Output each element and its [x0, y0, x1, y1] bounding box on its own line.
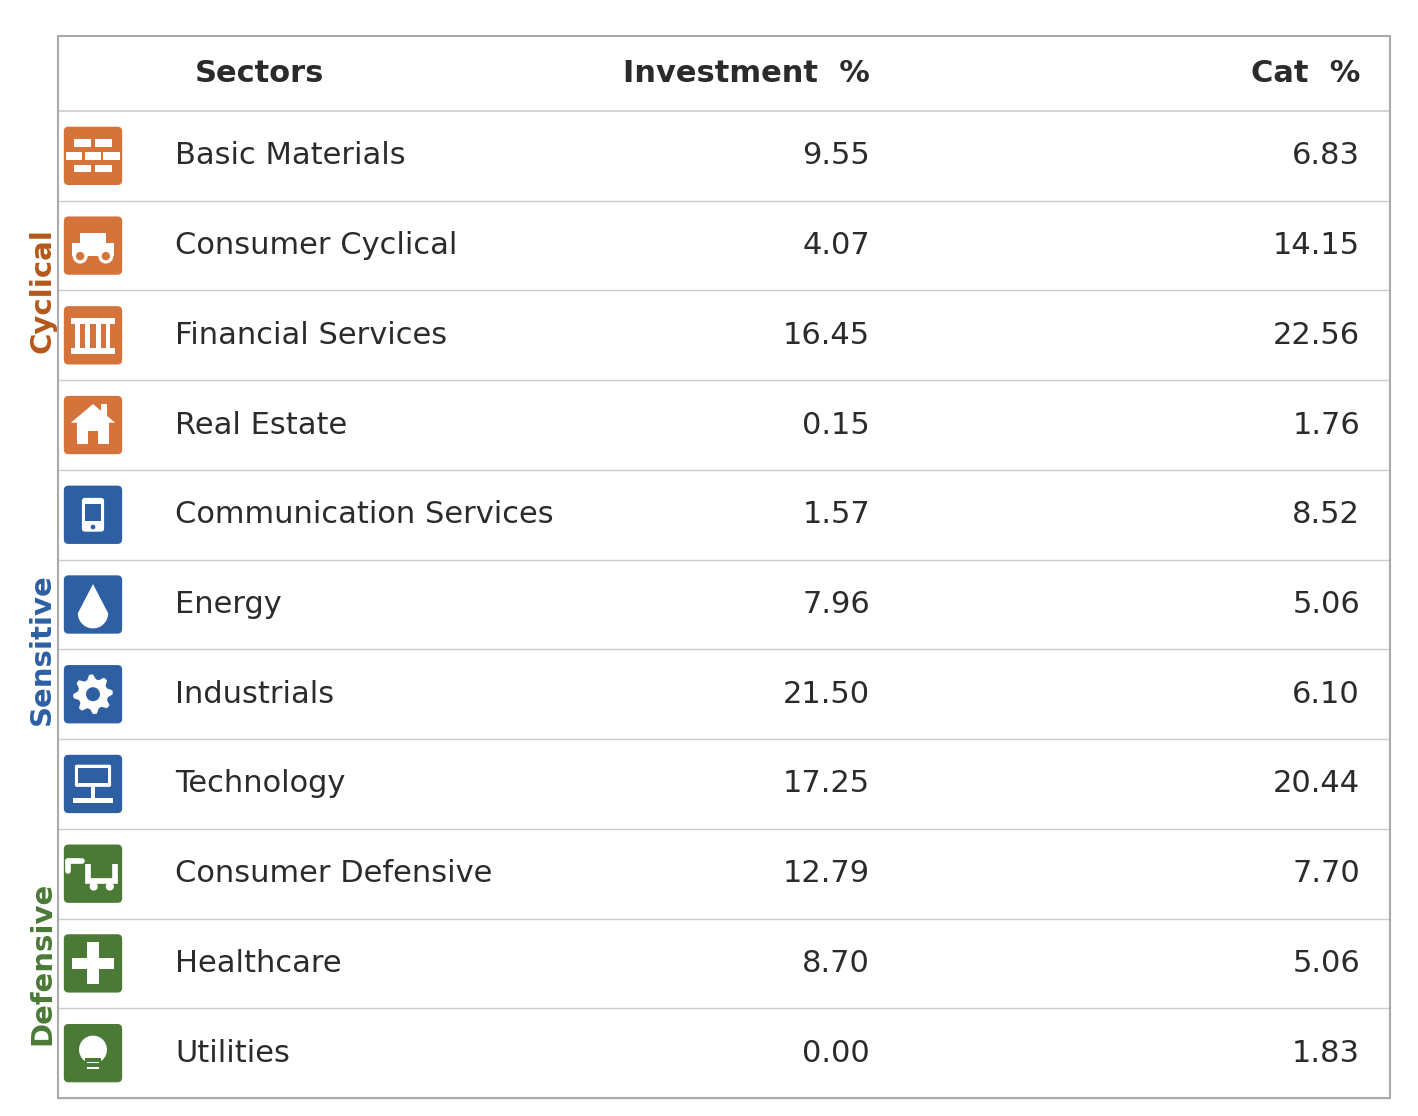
Text: 8.70: 8.70 [803, 949, 871, 978]
Text: 4.07: 4.07 [803, 231, 871, 260]
FancyBboxPatch shape [64, 665, 122, 723]
Text: 12.79: 12.79 [783, 859, 871, 888]
Bar [88, 431, 98, 444]
Text: 0.00: 0.00 [803, 1039, 871, 1068]
Text: Basic Materials: Basic Materials [174, 142, 406, 171]
Circle shape [106, 883, 113, 891]
Circle shape [86, 687, 101, 701]
Text: 5.06: 5.06 [1292, 949, 1360, 978]
Text: Consumer Cyclical: Consumer Cyclical [174, 231, 458, 260]
Bar [77, 422, 109, 444]
Text: Sectors: Sectors [196, 59, 325, 88]
Bar [86, 942, 99, 984]
Text: Defensive: Defensive [28, 882, 55, 1045]
FancyBboxPatch shape [82, 498, 104, 531]
Text: 1.57: 1.57 [803, 500, 871, 529]
Text: Cyclical: Cyclical [28, 228, 55, 353]
Text: Consumer Defensive: Consumer Defensive [174, 859, 492, 888]
Circle shape [91, 525, 95, 529]
Text: 8.52: 8.52 [1292, 500, 1360, 529]
Text: 1.83: 1.83 [1292, 1039, 1360, 1068]
Bar [74, 165, 91, 173]
FancyBboxPatch shape [75, 764, 111, 787]
Text: 7.96: 7.96 [803, 590, 871, 619]
Bar [75, 323, 81, 348]
FancyBboxPatch shape [64, 217, 122, 275]
Circle shape [74, 250, 86, 262]
Bar [106, 323, 111, 348]
Text: 1.76: 1.76 [1292, 411, 1360, 440]
Bar [95, 165, 112, 173]
Text: Financial Services: Financial Services [174, 320, 447, 349]
FancyBboxPatch shape [64, 1024, 122, 1083]
Bar [71, 348, 115, 354]
FancyBboxPatch shape [64, 396, 122, 454]
Bar [95, 140, 112, 147]
Text: Healthcare: Healthcare [174, 949, 342, 978]
Text: 6.83: 6.83 [1292, 142, 1360, 171]
Text: Cat  %: Cat % [1251, 59, 1360, 88]
FancyBboxPatch shape [64, 127, 122, 185]
Bar [85, 323, 91, 348]
Text: 16.45: 16.45 [783, 320, 871, 349]
Text: 20.44: 20.44 [1273, 769, 1360, 798]
Text: Technology: Technology [174, 769, 346, 798]
Polygon shape [78, 584, 108, 628]
Text: 0.15: 0.15 [803, 411, 871, 440]
Bar [72, 243, 113, 256]
Bar [96, 323, 101, 348]
Bar [86, 1059, 99, 1069]
Text: Investment  %: Investment % [623, 59, 871, 88]
Bar [101, 404, 106, 416]
Circle shape [79, 1036, 106, 1064]
Bar [78, 768, 108, 783]
Text: Communication Services: Communication Services [174, 500, 553, 529]
Bar [72, 958, 113, 969]
FancyBboxPatch shape [64, 576, 122, 634]
Text: 5.06: 5.06 [1292, 590, 1360, 619]
Text: 22.56: 22.56 [1273, 320, 1360, 349]
FancyBboxPatch shape [64, 934, 122, 992]
Text: Sensitive: Sensitive [28, 574, 55, 725]
Text: Energy: Energy [174, 590, 282, 619]
Bar [91, 781, 95, 798]
FancyBboxPatch shape [64, 306, 122, 365]
Bar [104, 152, 121, 160]
Bar [74, 798, 113, 802]
Text: Real Estate: Real Estate [174, 411, 347, 440]
Bar [85, 152, 101, 160]
FancyBboxPatch shape [64, 845, 122, 903]
Text: 7.70: 7.70 [1292, 859, 1360, 888]
Circle shape [89, 883, 98, 891]
Circle shape [101, 250, 112, 262]
Text: 17.25: 17.25 [783, 769, 871, 798]
Polygon shape [74, 674, 113, 714]
Bar [85, 503, 101, 521]
Bar [67, 152, 82, 160]
Text: Utilities: Utilities [174, 1039, 289, 1068]
Polygon shape [71, 404, 115, 423]
Text: 6.10: 6.10 [1292, 680, 1360, 709]
Text: 14.15: 14.15 [1273, 231, 1360, 260]
FancyBboxPatch shape [64, 754, 122, 814]
FancyBboxPatch shape [64, 485, 122, 543]
Text: 9.55: 9.55 [803, 142, 871, 171]
Text: 21.50: 21.50 [783, 680, 871, 709]
Text: Industrials: Industrials [174, 680, 335, 709]
Bar [81, 233, 106, 243]
Bar [74, 140, 91, 147]
Bar [71, 318, 115, 324]
